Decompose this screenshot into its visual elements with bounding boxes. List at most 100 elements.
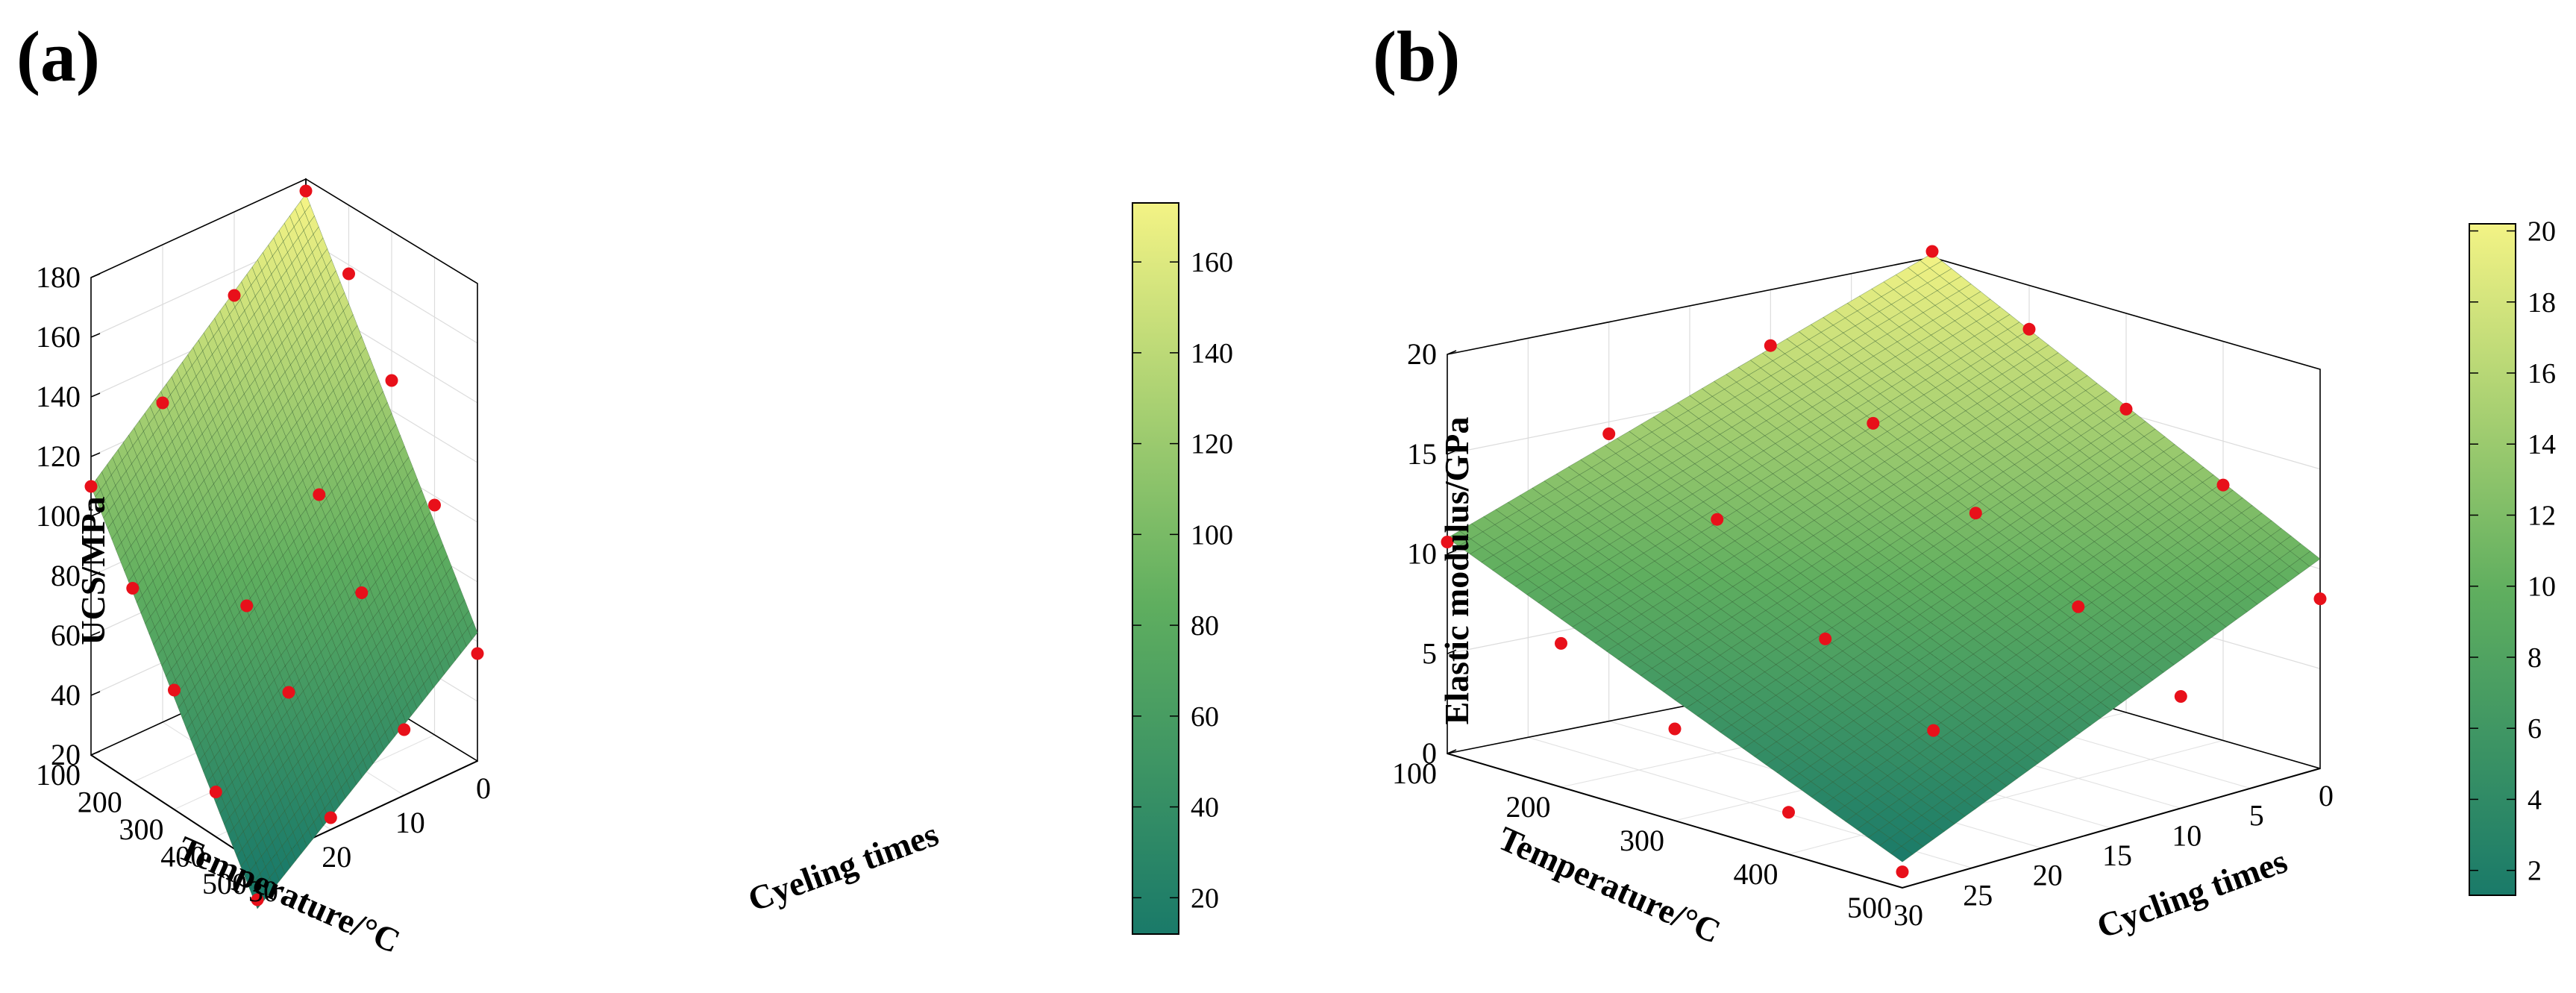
colorbar-tick-label: 16: [2528, 358, 2556, 389]
panel-b-surface: [1447, 253, 2321, 862]
data-point: [355, 586, 369, 599]
data-point: [156, 396, 169, 410]
panel-a-colorbar: 20 40 60 80 100 120 140 160: [1132, 202, 1233, 935]
surface-cell: [1890, 845, 1914, 862]
colorbar-tick-label: 10: [2528, 571, 2556, 603]
z-tick-label: 10: [1407, 537, 1437, 571]
data-point: [299, 184, 313, 198]
data-point: [1925, 245, 1939, 258]
data-point: [324, 811, 337, 824]
y-tick-label: 20: [322, 840, 351, 874]
panel-b-colorbar: 2 4 6 8 10 12 14 16 18 20: [2469, 216, 2556, 896]
z-tick-mark: [90, 333, 101, 338]
data-point: [1711, 513, 1724, 526]
panel-a-z-label: UCS/MPa: [74, 496, 112, 645]
z-tick-mark: [90, 691, 101, 696]
colorbar-tick-label: 140: [1191, 338, 1233, 369]
panel-a-surface: [90, 193, 478, 909]
z-tick-label: 15: [1407, 437, 1437, 471]
panel-a-colorbar-bar: [1132, 202, 1179, 935]
panel-a: (a) 204060801001201401601801002003004005…: [16, 16, 1233, 960]
data-point: [1668, 722, 1682, 736]
y-tick-label: 10: [2172, 818, 2201, 852]
z-tick-label: 140: [36, 380, 81, 413]
data-point: [84, 480, 98, 493]
panel-b-x-label: Temperature/°C: [1493, 819, 1726, 951]
colorbar-tick-label: 2: [2528, 856, 2542, 887]
z-tick-mark: [1447, 350, 1457, 355]
floor-edge: [1447, 753, 2321, 889]
y-tick-label: 0: [2319, 779, 2334, 812]
z-tick-label: 180: [36, 260, 81, 294]
z-tick-mark: [90, 751, 101, 756]
panel-b-label: (b): [1373, 16, 1460, 96]
colorbar-tick-label: 20: [1191, 883, 1219, 914]
z-tick-label: 0: [1422, 736, 1437, 770]
z-tick-mark: [90, 273, 101, 278]
z-tick-label: 160: [36, 320, 81, 354]
data-point: [342, 267, 355, 281]
colorbar-tick-label: 4: [2528, 784, 2542, 815]
data-point: [313, 488, 326, 501]
panel-b-points: [1441, 245, 2327, 879]
colorbar-tick-label: 18: [2528, 287, 2556, 319]
z-tick-mark: [1447, 749, 1457, 754]
z-tick-label: 5: [1422, 636, 1437, 670]
y-tick-label: 25: [1963, 878, 1993, 912]
z-tick-label: 20: [1407, 337, 1437, 371]
colorbar-tick-label: 6: [2528, 713, 2542, 745]
z-tick-mark: [90, 571, 101, 577]
z-tick-mark: [1447, 450, 1457, 455]
data-point: [209, 786, 222, 798]
x-tick-label: 300: [1620, 824, 1664, 857]
x-tick-label: 300: [119, 812, 164, 846]
colorbar-tick-label: 14: [2528, 429, 2556, 460]
data-point: [2216, 478, 2230, 492]
panel-b-z-label: Elastic modulus/GPa: [1438, 417, 1476, 725]
data-point: [2174, 690, 2187, 703]
data-point: [1782, 806, 1795, 819]
data-point: [282, 686, 295, 699]
y-tick-label: 10: [395, 806, 425, 839]
z-tick-label: 20: [51, 738, 81, 771]
data-point: [1819, 632, 1832, 645]
z-tick-label: 120: [36, 439, 81, 473]
colorbar-tick-label: 120: [1191, 429, 1233, 460]
z-tick-mark: [1447, 649, 1457, 654]
data-point: [2022, 322, 2036, 336]
data-point: [385, 374, 398, 387]
colorbar-tick-label: 12: [2528, 501, 2556, 532]
data-point: [2119, 402, 2133, 416]
x-tick-label: 500: [1847, 891, 1892, 924]
data-point: [1555, 636, 1567, 650]
colorbar-tick-label: 20: [2528, 216, 2556, 248]
y-tick-label: 5: [2249, 799, 2264, 833]
z-tick-mark: [1447, 549, 1457, 555]
data-point: [1602, 427, 1616, 440]
data-point: [168, 683, 181, 697]
z-tick-label: 60: [51, 618, 81, 652]
data-point: [1927, 724, 1940, 737]
z-tick-label: 100: [36, 499, 81, 533]
y-tick-label: 20: [2033, 859, 2063, 892]
colorbar-tick-label: 80: [1191, 610, 1219, 642]
data-point: [2072, 600, 2085, 613]
data-point: [1896, 865, 1909, 879]
data-point: [1867, 416, 1880, 430]
z-tick-mark: [90, 392, 101, 398]
panel-a-y-label: Cyeling times: [743, 815, 943, 918]
colorbar-tick-label: 40: [1191, 792, 1219, 824]
data-point: [228, 289, 241, 302]
panel-b-colorbar-bar: [2469, 223, 2516, 896]
z-tick-label: 40: [51, 678, 81, 712]
data-point: [471, 647, 484, 660]
colorbar-tick-label: 100: [1191, 519, 1233, 551]
y-tick-label: 30: [1893, 898, 1923, 932]
data-point: [1441, 536, 1454, 548]
panel-a-points: [84, 184, 484, 906]
data-point: [251, 893, 264, 906]
z-tick-mark: [90, 512, 101, 517]
